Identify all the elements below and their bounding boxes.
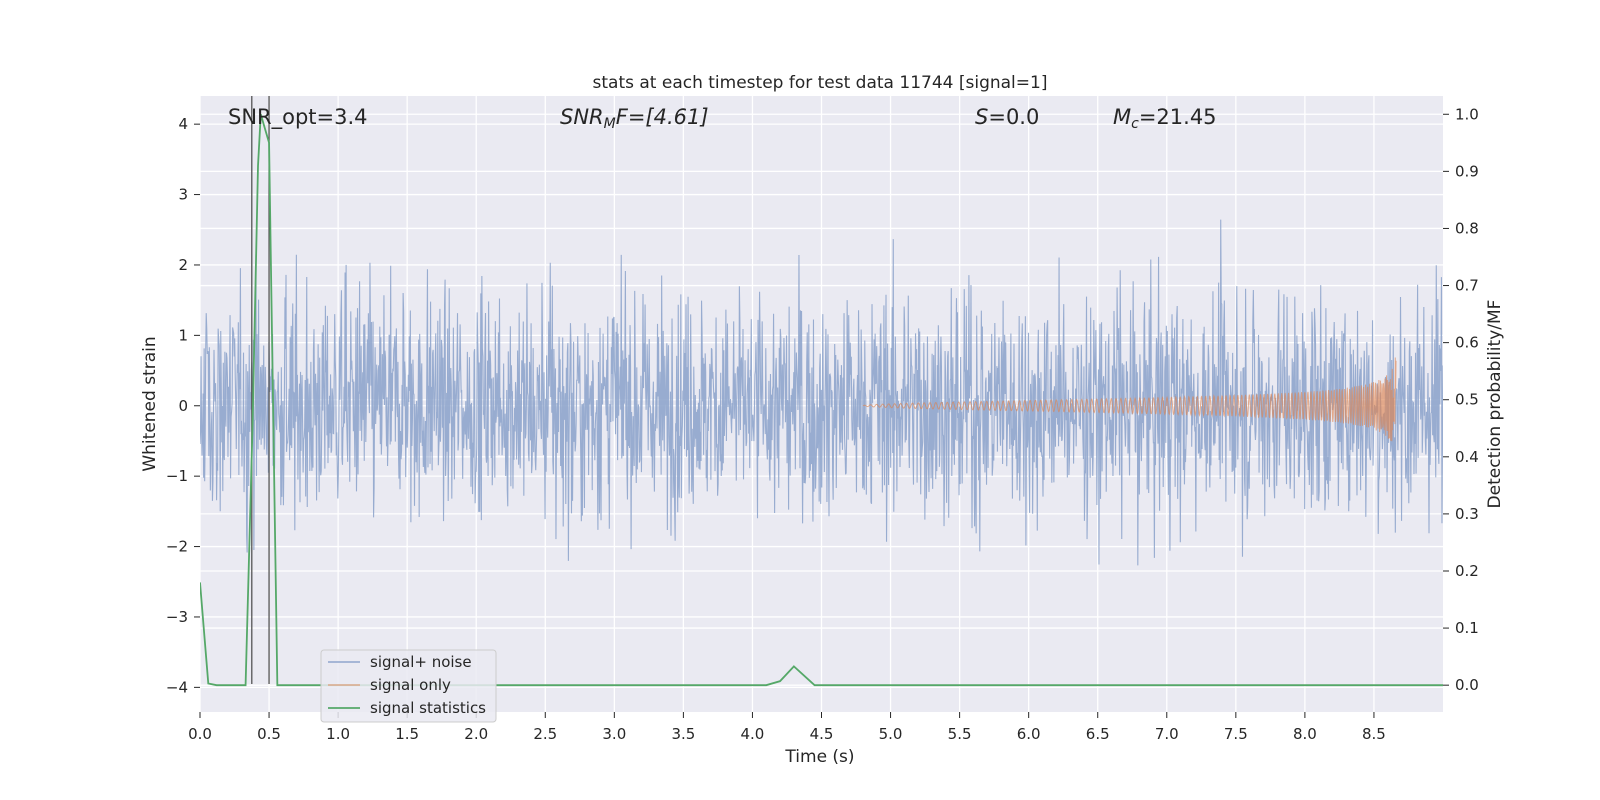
x-tick-label: 8.0 xyxy=(1293,725,1317,743)
legend-label-signal-statistics: signal statistics xyxy=(370,699,486,717)
annotation-snr-opt: SNR_opt=3.4 xyxy=(228,105,368,130)
y-right-tick-label: 0.0 xyxy=(1455,676,1479,694)
mc-var: M xyxy=(1113,105,1131,129)
y-right-tick-label: 0.5 xyxy=(1455,391,1479,409)
signal-noise-series xyxy=(200,219,1443,566)
y-right-tick-label: 0.6 xyxy=(1455,334,1479,352)
y-left-tick-label: 2 xyxy=(178,256,188,274)
signal-only-series xyxy=(862,357,1397,442)
y-axis-label-right: Detection probability/MF xyxy=(1485,300,1505,509)
s-var: S xyxy=(975,105,988,129)
x-tick-label: 2.5 xyxy=(533,725,557,743)
y-axis-label-left: Whitened strain xyxy=(140,336,160,471)
snr-mf-rest: F=[4.61] xyxy=(616,105,709,129)
axis-ticks: 0.0 0.5 1.0 1.5 2.0 2.5 3.0 3.5 4.0 4.5 5.0 5.5 6.0 6… xyxy=(166,105,1479,743)
legend-box xyxy=(320,649,497,723)
x-tick-label: 5.0 xyxy=(879,725,903,743)
y-left-tick-label: −3 xyxy=(166,608,188,626)
x-tick-label: 7.5 xyxy=(1224,725,1248,743)
annotation-s: S=0.0 xyxy=(975,105,1039,129)
x-tick-label: 7.0 xyxy=(1155,725,1179,743)
y-left-tick-label: −1 xyxy=(166,467,188,485)
y-left-tick-label: 0 xyxy=(178,397,188,415)
legend-label-signal-noise: signal+ noise xyxy=(370,653,472,671)
x-tick-label: 3.5 xyxy=(671,725,695,743)
signal-statistics-series xyxy=(200,114,1443,687)
signal-statistics-line xyxy=(200,114,1443,687)
y-right-tick-label: 0.9 xyxy=(1455,162,1479,180)
y-right-tick-label: 0.2 xyxy=(1455,562,1479,580)
y-left-tick-label: −2 xyxy=(166,538,188,556)
x-tick-label: 4.0 xyxy=(741,725,765,743)
snr-mf-base: SNR xyxy=(560,105,604,129)
x-tick-label: 2.0 xyxy=(464,725,488,743)
signal-noise-line xyxy=(200,219,1443,566)
signal-only-line xyxy=(862,357,1397,442)
y-right-tick-label: 0.8 xyxy=(1455,219,1479,237)
y-right-tick-label: 0.7 xyxy=(1455,277,1479,295)
x-tick-label: 0.5 xyxy=(257,725,281,743)
y-right-tick-label: 0.3 xyxy=(1455,505,1479,523)
y-right-tick-label: 1.0 xyxy=(1455,105,1479,123)
snr-mf-sub: M xyxy=(604,116,616,132)
x-axis-label: Time (s) xyxy=(784,747,854,767)
x-tick-label: 8.5 xyxy=(1362,725,1386,743)
mc-rest: =21.45 xyxy=(1139,105,1217,129)
s-rest: =0.0 xyxy=(988,105,1039,129)
legend-label-signal-only: signal only xyxy=(370,676,451,694)
chart-title: stats at each timestep for test data 117… xyxy=(593,73,1048,93)
x-tick-label: 1.0 xyxy=(326,725,350,743)
y-left-tick-label: −4 xyxy=(166,678,188,696)
x-tick-label: 6.5 xyxy=(1086,725,1110,743)
mc-sub: c xyxy=(1131,116,1139,132)
x-tick-label: 4.5 xyxy=(810,725,834,743)
y-right-tick-label: 0.1 xyxy=(1455,619,1479,637)
y-right-tick-label: 0.4 xyxy=(1455,448,1479,466)
annotation-snr-mf: SNRMF=[4.61] xyxy=(560,105,709,132)
x-tick-label: 5.5 xyxy=(948,725,972,743)
x-tick-label: 6.0 xyxy=(1017,725,1041,743)
annotation-mc: Mc=21.45 xyxy=(1113,105,1217,132)
x-tick-label: 0.0 xyxy=(188,725,212,743)
y-left-tick-label: 1 xyxy=(178,326,188,344)
x-tick-label: 1.5 xyxy=(395,725,419,743)
x-tick-label: 3.0 xyxy=(602,725,626,743)
y-left-tick-label: 4 xyxy=(178,115,188,133)
legend: signal+ noise signal only signal statist… xyxy=(320,649,497,723)
y-left-tick-label: 3 xyxy=(178,186,188,204)
